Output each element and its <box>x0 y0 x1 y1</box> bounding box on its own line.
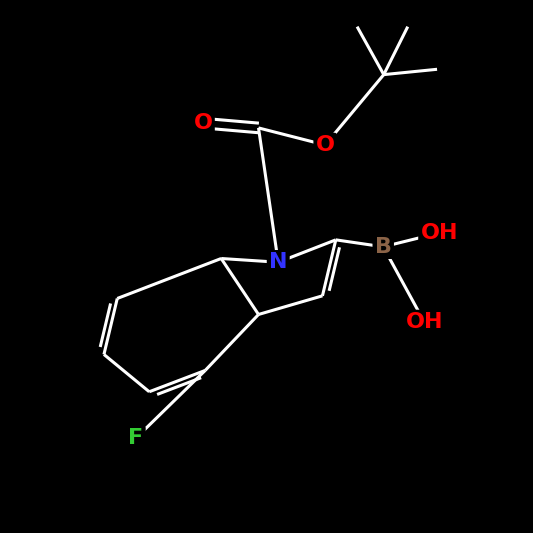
Text: F: F <box>128 428 143 448</box>
Text: N: N <box>269 252 287 272</box>
Text: O: O <box>193 113 213 133</box>
Text: OH: OH <box>406 312 443 332</box>
Text: O: O <box>316 135 335 155</box>
Text: B: B <box>375 237 392 257</box>
Text: OH: OH <box>421 223 458 243</box>
